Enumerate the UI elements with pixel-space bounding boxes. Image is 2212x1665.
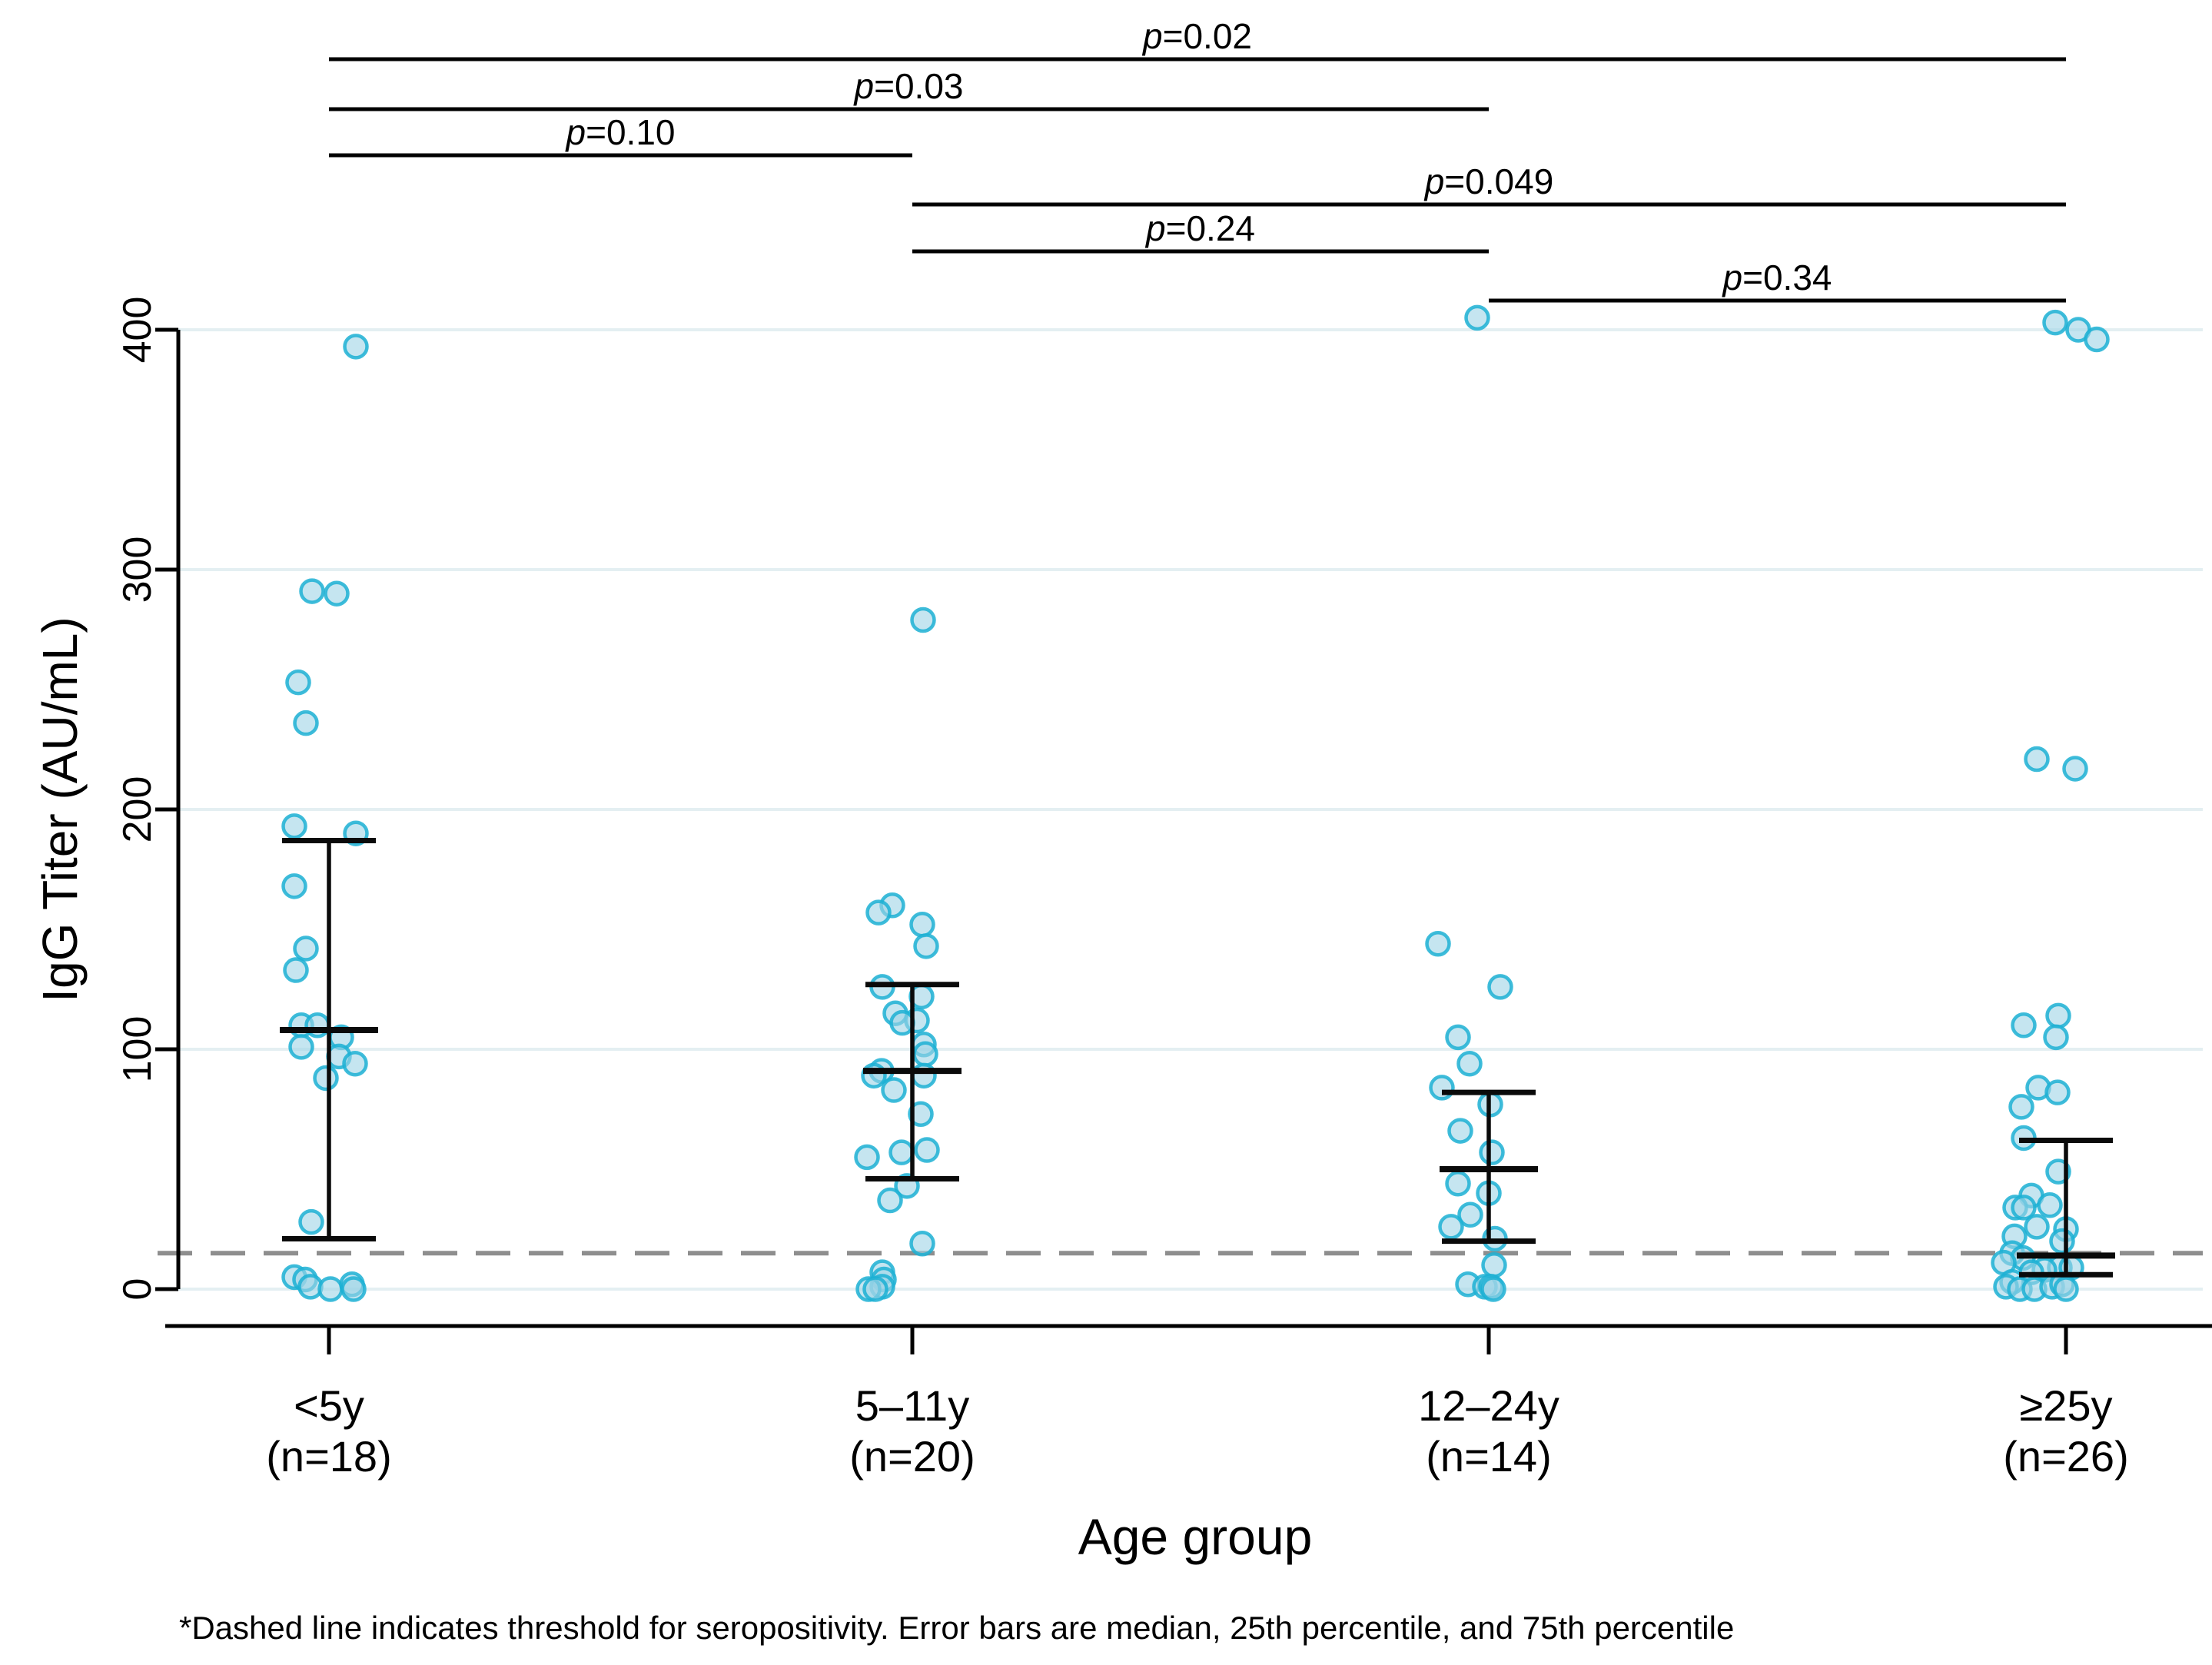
group-label: 5–11y <box>855 1381 969 1430</box>
pvalue-label: p=0.049 <box>1423 161 1554 201</box>
data-point <box>2042 309 2068 336</box>
data-point <box>298 1208 324 1235</box>
pvalue-label: p=0.10 <box>565 112 676 152</box>
data-point <box>1456 1050 1483 1077</box>
data-point <box>1479 1139 1505 1165</box>
x-axis-title: Age group <box>1078 1508 1313 1565</box>
pvalue-label: p=0.03 <box>853 66 964 106</box>
data-point <box>881 1077 907 1103</box>
group-label: 12–24y <box>1418 1381 1559 1430</box>
data-point <box>2037 1192 2063 1218</box>
data-point <box>877 1187 903 1214</box>
data-point <box>909 1230 935 1257</box>
pvalue-bracket: p=0.10 <box>329 112 912 158</box>
pvalue-bracket: p=0.34 <box>1489 258 2066 303</box>
data-point <box>324 580 350 607</box>
data-point <box>1445 1170 1471 1197</box>
error-bar-group-0 <box>280 838 378 1241</box>
data-point <box>343 334 369 360</box>
y-tick-labels: 0 100 200 300 400 <box>115 297 160 1301</box>
data-point <box>914 1137 940 1163</box>
data-point <box>1464 304 1490 331</box>
data-point <box>293 710 319 736</box>
error-bar-group-3 <box>2017 1138 2115 1278</box>
data-point <box>313 1065 339 1092</box>
data-point <box>288 1034 314 1060</box>
data-point <box>912 1041 938 1067</box>
y-tick-label: 200 <box>115 776 160 843</box>
pvalue-label: p=0.02 <box>1141 16 1252 56</box>
data-point <box>889 1009 915 1036</box>
error-bar-group-1 <box>863 982 962 1181</box>
footnote: *Dashed line indicates threshold for ser… <box>179 1610 1734 1646</box>
data-point <box>910 607 936 633</box>
data-point <box>2024 746 2050 773</box>
data-point <box>1480 1276 1506 1302</box>
pvalue-bracket: p=0.049 <box>912 161 2066 207</box>
axes <box>155 327 2212 1354</box>
data-point <box>2053 1276 2079 1302</box>
data-point <box>283 957 309 983</box>
data-point <box>2084 326 2110 353</box>
y-tick-label: 400 <box>115 297 160 364</box>
data-point <box>854 1144 880 1171</box>
data-point <box>1447 1118 1473 1144</box>
data-point <box>342 1050 368 1077</box>
y-axis-title: IgG Titer (AU/mL) <box>32 616 88 1002</box>
data-point <box>2049 1228 2075 1255</box>
data-points <box>281 304 2110 1302</box>
group-n-label: (n=18) <box>266 1432 391 1481</box>
data-point <box>2044 1079 2071 1105</box>
data-point <box>2024 1214 2050 1240</box>
data-point <box>1487 974 1513 1000</box>
data-point <box>865 899 892 926</box>
group-label: ≥25y <box>2019 1381 2112 1430</box>
data-point <box>2062 756 2088 782</box>
data-point <box>1445 1024 1471 1051</box>
error-bars <box>280 838 2115 1278</box>
group-label: <5y <box>294 1381 364 1430</box>
gridlines <box>178 328 2203 1291</box>
data-point <box>2011 1195 2037 1221</box>
data-point <box>1481 1252 1507 1278</box>
pvalue-bracket: p=0.03 <box>329 66 1489 111</box>
group-n-label: (n=20) <box>849 1432 975 1481</box>
data-point <box>340 1276 367 1302</box>
data-point <box>1429 1075 1455 1101</box>
data-point <box>1425 930 1451 957</box>
data-point <box>888 1139 915 1165</box>
y-tick-label: 0 <box>115 1278 160 1301</box>
pvalue-label: p=0.24 <box>1144 208 1255 248</box>
pvalue-bracket: p=0.02 <box>329 16 2066 61</box>
data-point <box>2043 1024 2069 1051</box>
data-point <box>2045 1002 2071 1029</box>
x-group-labels: <5y(n=18) 5–11y(n=20) 12–24y(n=14) ≥25y(n=2… <box>266 1381 2128 1481</box>
data-point <box>862 1276 888 1302</box>
data-point <box>2008 1094 2034 1120</box>
data-point <box>299 578 325 604</box>
data-point <box>2011 1012 2037 1039</box>
y-tick-label: 100 <box>115 1016 160 1083</box>
data-point <box>913 933 939 959</box>
data-point <box>908 1101 934 1127</box>
pvalue-brackets: p=0.02 p=0.03 p=0.10 p=0.049 p=0.24 p=0.34 <box>329 16 2066 303</box>
data-point <box>281 813 307 839</box>
error-bar-group-2 <box>1440 1089 1538 1245</box>
data-point <box>909 912 935 938</box>
pvalue-label: p=0.34 <box>1722 258 1832 297</box>
group-n-label: (n=14) <box>1426 1432 1551 1481</box>
data-point <box>317 1276 344 1302</box>
y-tick-label: 300 <box>115 537 160 603</box>
data-point <box>281 873 307 899</box>
data-point <box>285 669 311 696</box>
data-point <box>293 936 319 962</box>
data-point <box>1457 1201 1483 1228</box>
data-point <box>1438 1214 1464 1240</box>
group-n-label: (n=26) <box>2003 1432 2128 1481</box>
pvalue-bracket: p=0.24 <box>912 208 1489 254</box>
